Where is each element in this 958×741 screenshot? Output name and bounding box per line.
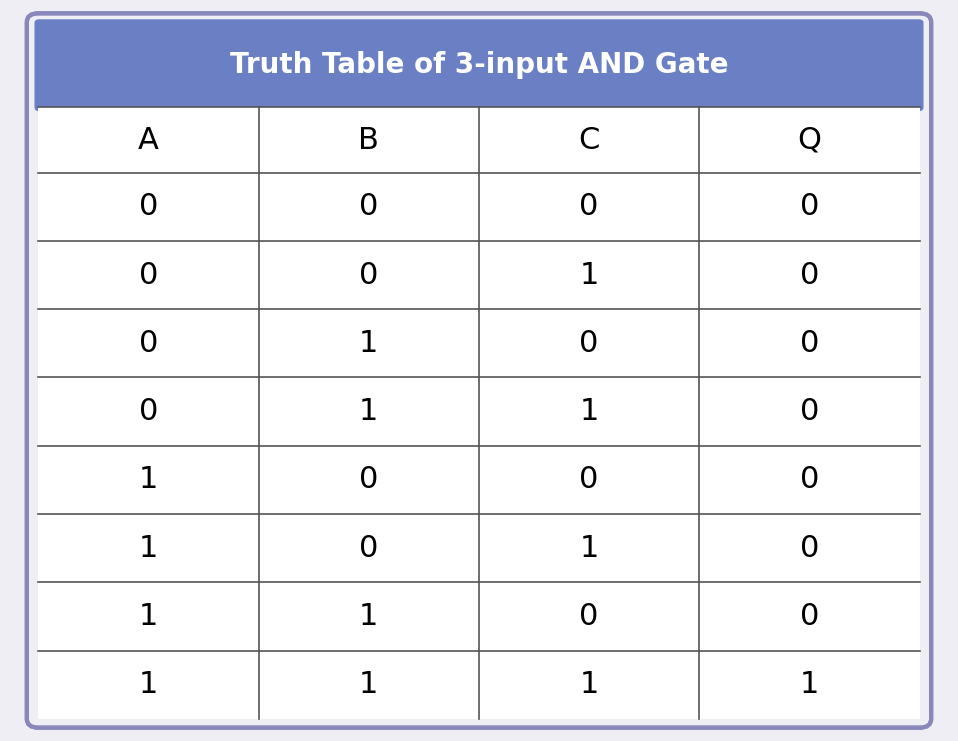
- Text: 0: 0: [139, 192, 158, 222]
- Text: 0: 0: [359, 192, 378, 222]
- Text: 1: 1: [359, 670, 378, 700]
- Text: 1: 1: [800, 670, 819, 700]
- Text: 1: 1: [359, 329, 378, 358]
- Text: 0: 0: [359, 534, 378, 562]
- Text: 0: 0: [139, 397, 158, 426]
- Text: 0: 0: [800, 465, 819, 494]
- Text: 0: 0: [580, 192, 599, 222]
- FancyBboxPatch shape: [27, 13, 931, 728]
- Text: 1: 1: [139, 534, 158, 562]
- Text: Q: Q: [797, 125, 822, 155]
- Text: 1: 1: [139, 670, 158, 700]
- Text: 1: 1: [359, 397, 378, 426]
- Text: 0: 0: [580, 602, 599, 631]
- Text: 1: 1: [580, 534, 599, 562]
- Bar: [38, 107, 920, 719]
- Text: C: C: [579, 125, 600, 155]
- Text: 0: 0: [139, 261, 158, 290]
- Text: 0: 0: [800, 261, 819, 290]
- Text: B: B: [358, 125, 379, 155]
- Text: 0: 0: [359, 261, 378, 290]
- Text: 0: 0: [800, 397, 819, 426]
- Text: 1: 1: [139, 465, 158, 494]
- Text: 0: 0: [800, 329, 819, 358]
- Text: 1: 1: [359, 602, 378, 631]
- Text: 1: 1: [580, 261, 599, 290]
- Text: 0: 0: [800, 602, 819, 631]
- Text: A: A: [138, 125, 159, 155]
- Text: 0: 0: [800, 534, 819, 562]
- Text: 1: 1: [580, 397, 599, 426]
- Text: 1: 1: [580, 670, 599, 700]
- Text: Truth Table of 3-input AND Gate: Truth Table of 3-input AND Gate: [230, 51, 728, 79]
- Text: 0: 0: [139, 329, 158, 358]
- Text: 1: 1: [139, 602, 158, 631]
- Text: 0: 0: [580, 465, 599, 494]
- Text: 0: 0: [359, 465, 378, 494]
- FancyBboxPatch shape: [34, 19, 924, 111]
- Text: 0: 0: [580, 329, 599, 358]
- Text: 0: 0: [800, 192, 819, 222]
